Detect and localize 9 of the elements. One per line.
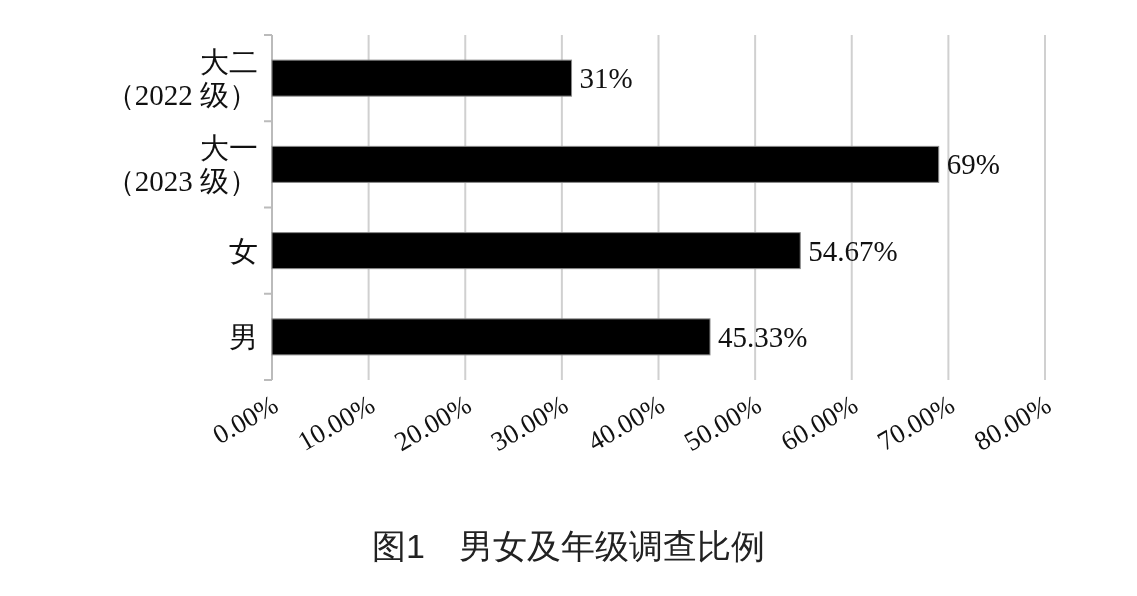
data-label: 69%: [946, 148, 1000, 181]
y-tick-label: 女: [229, 234, 258, 267]
data-label: 45.33%: [718, 320, 808, 353]
y-tick-label: 大二（2022 级）: [105, 46, 258, 112]
data-label: 54.67%: [808, 234, 898, 267]
y-tick-label: 大一（2023 级）: [105, 132, 258, 198]
y-tick-label: 男: [229, 320, 258, 353]
text: 图1 男女及年级调查比例: [372, 527, 765, 565]
data-label: 31%: [579, 62, 633, 95]
